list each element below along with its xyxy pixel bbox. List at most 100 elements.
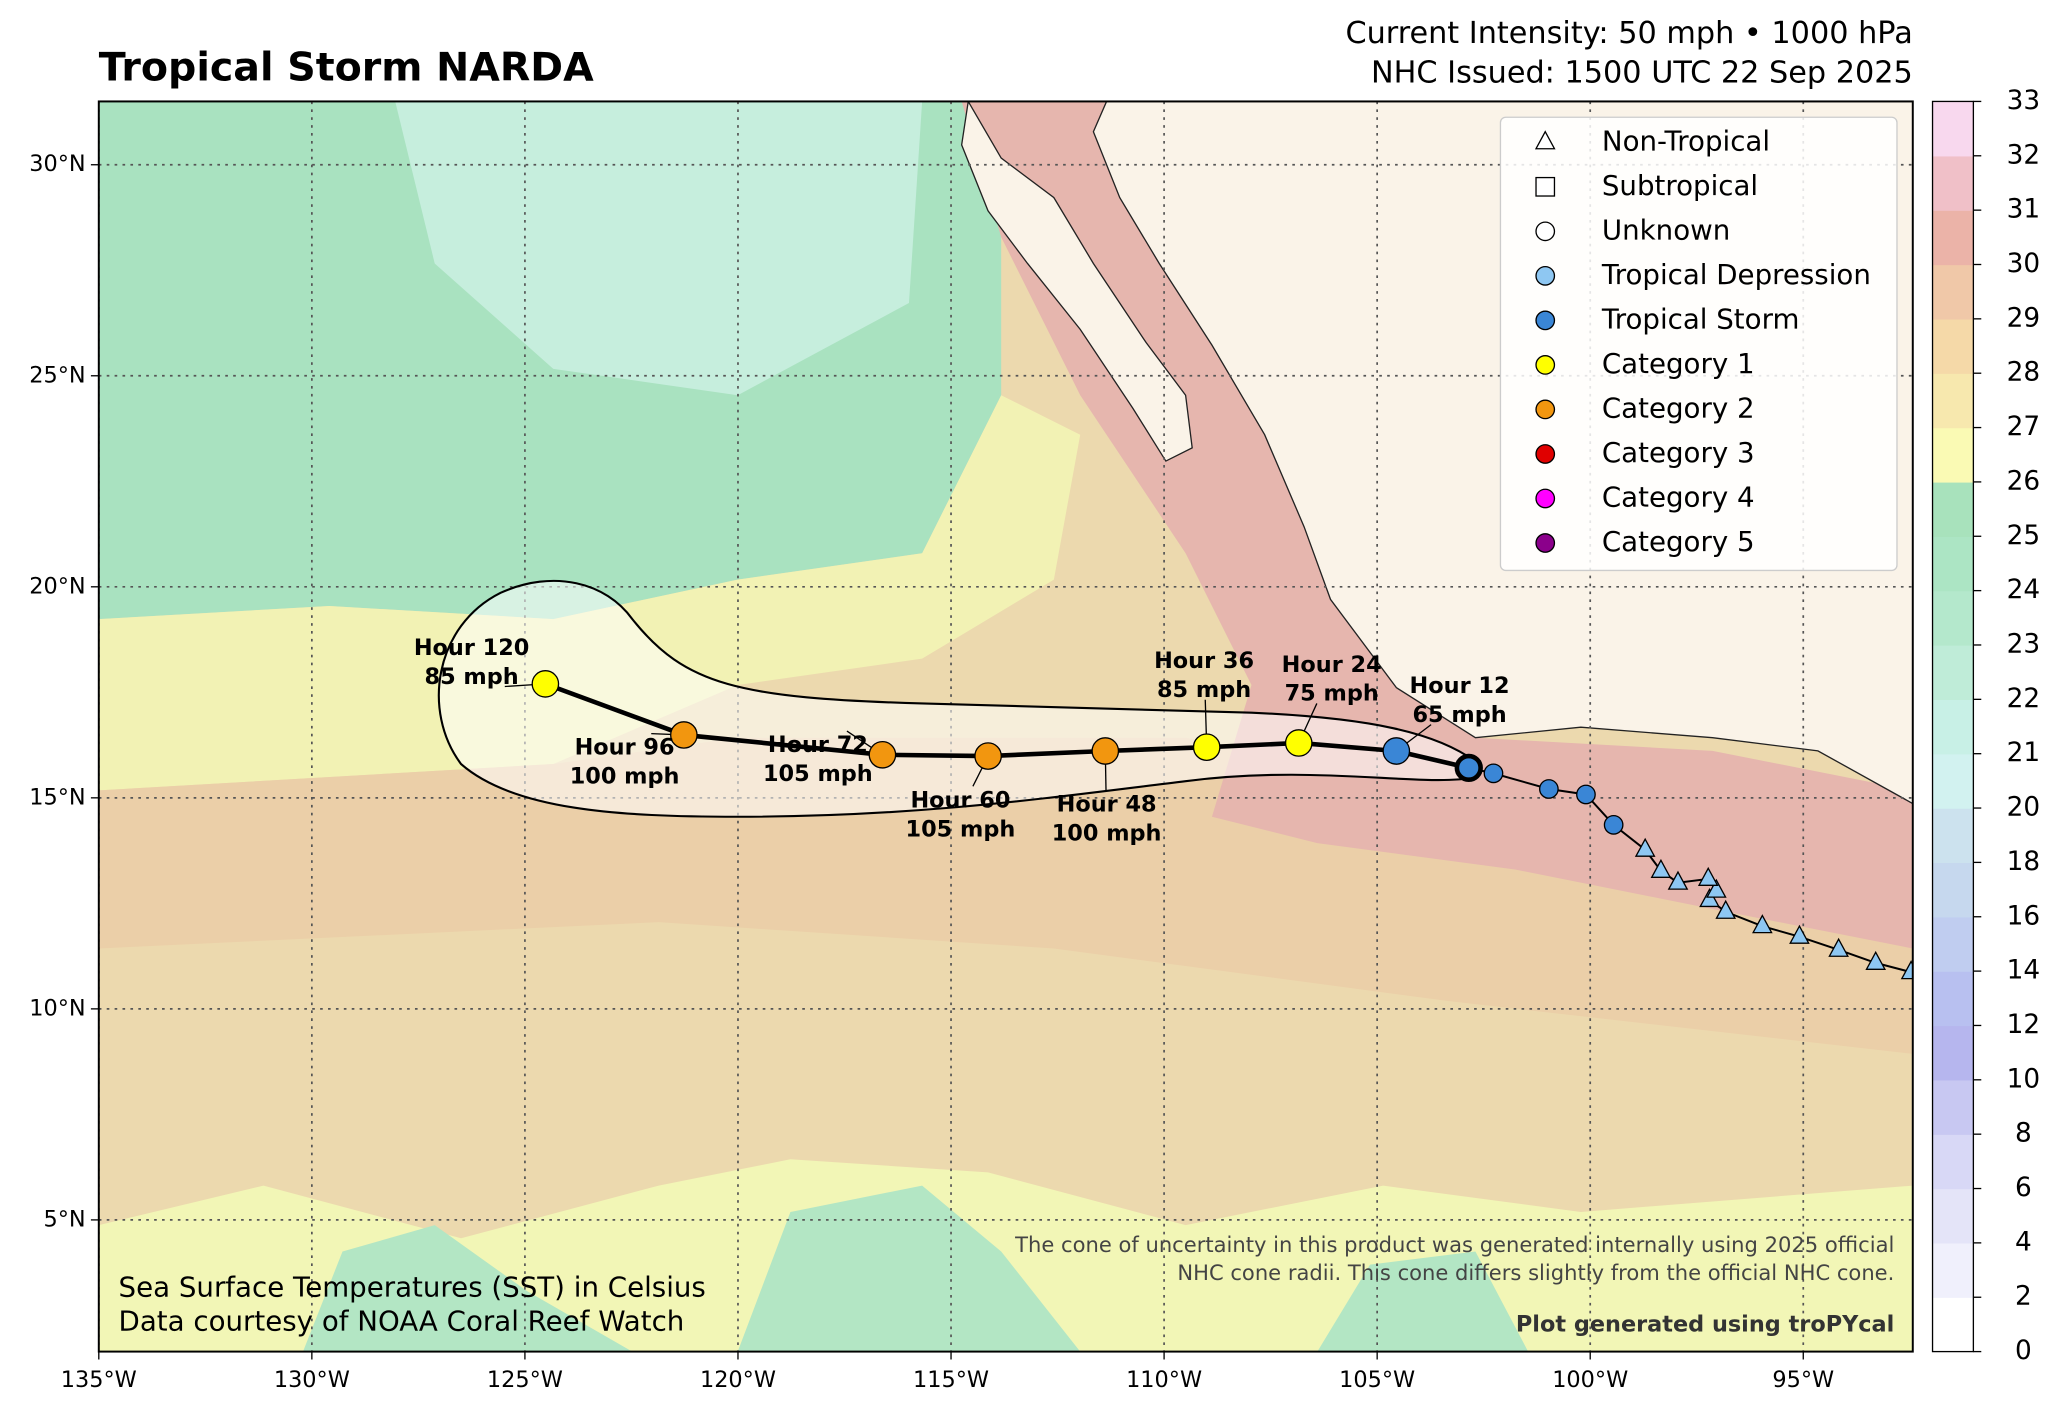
x-tick-label: 130°W	[274, 1367, 350, 1393]
colorbar-band	[1932, 590, 1974, 646]
colorbar-band	[1932, 427, 1974, 483]
legend-symbol	[1535, 533, 1556, 553]
legend-label: Tropical Depression	[1601, 258, 1871, 291]
colorbar-tick-label: 23	[2007, 629, 2041, 659]
past-point	[1828, 937, 1849, 957]
colorbar-tick-label: 33	[2007, 86, 2041, 116]
colorbar-tick-label: 12	[2007, 1010, 2041, 1040]
x-tick-label: 125°W	[487, 1367, 563, 1393]
past-point	[1576, 784, 1596, 805]
forecast-point	[670, 721, 698, 749]
forecast-wind: 75 mph	[1285, 681, 1379, 707]
colorbar: 0246810121416182021222324252627282930313…	[1931, 86, 2041, 1366]
map-frame	[97, 100, 1914, 1353]
cone-note: The cone of uncertainty in this product …	[1014, 1232, 1894, 1257]
forecast-point	[974, 742, 1002, 770]
y-tick-label: 20°N	[29, 573, 85, 599]
legend-label: Category 1	[1602, 347, 1755, 380]
legend-label: Subtropical	[1602, 169, 1758, 202]
colorbar-tick-label: 31	[2007, 195, 2041, 225]
past-point	[1752, 914, 1773, 934]
forecast-point	[1382, 737, 1411, 765]
forecast-hour: Hour 36	[1154, 648, 1254, 674]
legend-symbol	[1535, 488, 1556, 509]
colorbar-tick-label: 30	[2007, 249, 2041, 279]
past-point	[1865, 950, 1887, 970]
forecast-wind: 65 mph	[1412, 702, 1506, 728]
colorbar-tick-label: 32	[2007, 140, 2041, 170]
past-point	[1789, 924, 1810, 944]
colorbar-band	[1932, 644, 1974, 700]
forecast-hour: Hour 96	[575, 735, 675, 761]
colorbar-tick-label: 28	[2007, 358, 2041, 388]
legend-box	[1499, 116, 1898, 572]
axes: 135°W 130°W 125°W 120°W 115°W 110°W 105°W 100°W…	[29, 151, 1834, 1393]
past-point	[1706, 878, 1727, 898]
forecast-wind: 100 mph	[1052, 820, 1162, 846]
forecast-hour: Hour 48	[1057, 792, 1157, 818]
plot: Tropical Storm NARDA Current Intensity: …	[29, 16, 2040, 1393]
forecast-point	[1192, 733, 1221, 762]
forecast-hour: Hour 12	[1410, 673, 1510, 699]
land-baja	[960, 101, 1193, 462]
colorbar-band	[1932, 753, 1974, 809]
x-tick-label: 120°W	[700, 1367, 776, 1393]
colorbar-band	[1932, 808, 1974, 864]
forecast-hour: Hour 72	[768, 732, 868, 758]
colorbar-band	[1932, 318, 1974, 374]
x-tick-label: 110°W	[1126, 1367, 1202, 1393]
colorbar-band	[1932, 916, 1974, 972]
colorbar-tick-label: 20	[2007, 793, 2041, 823]
x-tick-label: 95°W	[1772, 1367, 1834, 1393]
current-position	[1454, 753, 1483, 783]
y-tick-label: 5°N	[43, 1206, 85, 1232]
forecast-wind: 85 mph	[1157, 677, 1251, 703]
past-point	[1538, 779, 1559, 799]
legend-symbol	[1535, 176, 1556, 197]
colorbar-tick-label: 21	[2007, 738, 2041, 768]
issued: NHC Issued: 1500 UTC 22 Sep 2025	[1371, 55, 1913, 90]
past-point	[1650, 858, 1672, 878]
y-tick-label: 15°N	[29, 784, 85, 810]
colorbar-band	[1932, 1188, 1974, 1244]
colorbar-tick-label: 8	[2015, 1119, 2032, 1149]
colorbar-tick-label: 29	[2007, 303, 2041, 333]
colorbar-tick-label: 10	[2007, 1064, 2041, 1094]
colorbar-band	[1932, 862, 1974, 918]
legend-label: Category 5	[1602, 525, 1755, 558]
colorbar-band	[1932, 155, 1974, 211]
past-point	[1697, 866, 1719, 886]
x-tick-label: 115°W	[913, 1367, 989, 1393]
colorbar-band	[1932, 210, 1974, 266]
colorbar-tick-label: 4	[2015, 1227, 2032, 1257]
x-tick-label: 135°W	[61, 1367, 137, 1393]
past-point	[1483, 763, 1504, 784]
legend-symbol	[1535, 399, 1556, 420]
sst-cool	[395, 101, 923, 396]
y-tick-label: 10°N	[29, 995, 85, 1021]
track: Hour 12 65 mph Hour 24 75 mph Hour 36 85 mph H…	[414, 635, 1913, 980]
colorbar-band	[1932, 536, 1974, 592]
forecast-wind: 105 mph	[906, 816, 1016, 842]
colorbar-tick-label: 0	[2015, 1336, 2032, 1366]
sst-warm	[98, 395, 1081, 791]
legend-label: Unknown	[1602, 213, 1730, 246]
colorbar-band	[1932, 971, 1974, 1027]
colorbar-band	[1932, 101, 1974, 157]
colorbar-frame	[1931, 100, 1975, 1353]
colorbar-band	[1932, 373, 1974, 429]
colorbar-tick-label: 24	[2007, 575, 2041, 605]
legend: Non-Tropical Subtropical Unknown Tropical D…	[1534, 124, 1871, 558]
forecast-point	[531, 670, 560, 698]
forecast-wind: 100 mph	[570, 764, 680, 790]
legend-symbol	[1535, 221, 1556, 242]
forecast-hour: Hour 120	[414, 635, 530, 661]
colorbar-band	[1932, 1134, 1974, 1190]
colorbar-tick-label: 22	[2007, 684, 2041, 714]
title: Tropical Storm NARDA	[99, 44, 594, 90]
colorbar-tick-label: 18	[2007, 847, 2041, 877]
legend-label: Tropical Storm	[1601, 302, 1800, 335]
colorbar-band	[1932, 1025, 1974, 1081]
colorbar-band	[1932, 264, 1974, 320]
